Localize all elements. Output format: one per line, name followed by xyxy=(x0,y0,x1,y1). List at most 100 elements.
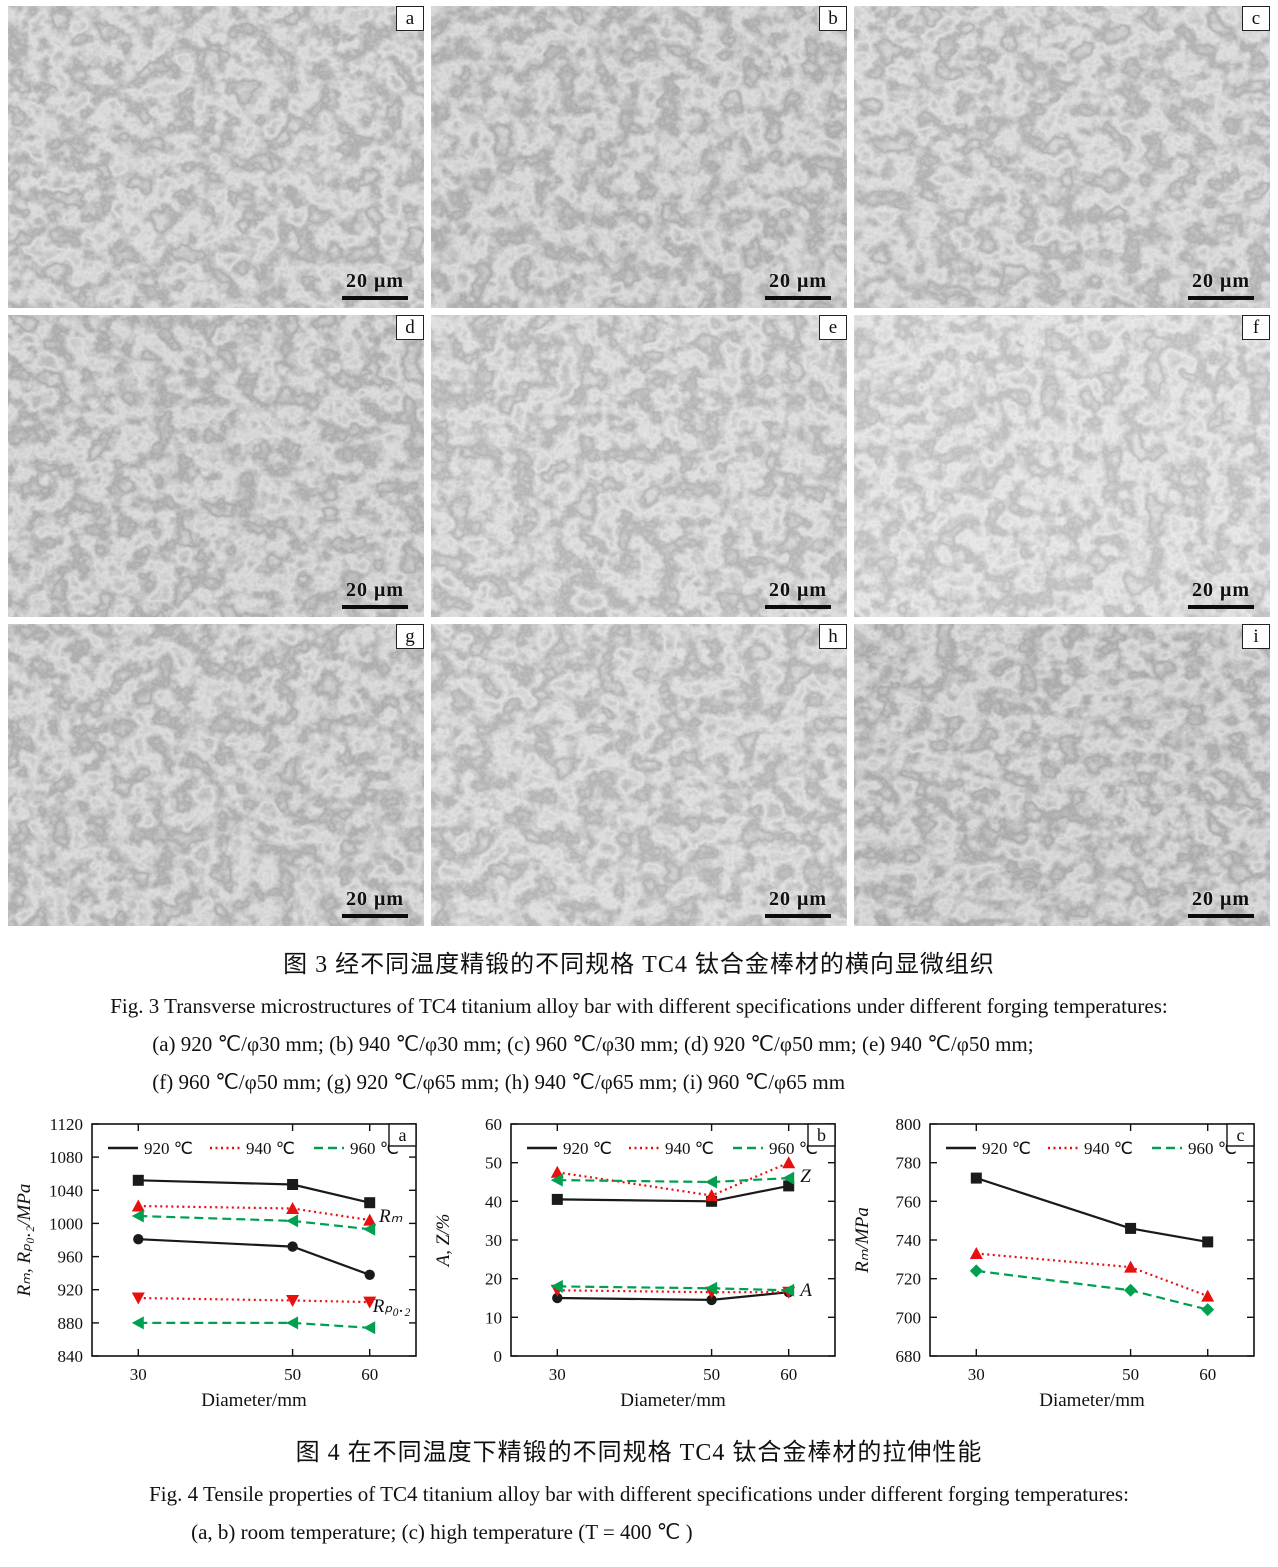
micrograph-panel-g: g 20 μm xyxy=(8,624,424,926)
x-axis-label: Diameter/mm xyxy=(201,1390,307,1411)
legend-label: 920 ℃ xyxy=(982,1139,1031,1158)
scale-bar: 20 μm xyxy=(342,888,408,918)
micrograph-texture xyxy=(8,315,424,617)
y-tick-label: 680 xyxy=(896,1347,922,1366)
figure4-charts: 840 880 920 960 1000 1040 1080 1120 30 50 60 920 ℃ 9… xyxy=(0,1116,1278,1416)
micrograph-texture xyxy=(854,315,1270,617)
panel-label-d: d xyxy=(396,315,424,340)
scale-bar-text: 20 μm xyxy=(769,888,827,910)
series-line xyxy=(976,1269,1208,1311)
scale-bar-text: 20 μm xyxy=(1192,579,1250,601)
micrograph-panel-e: e 20 μm xyxy=(431,315,847,617)
y-tick-label: 960 xyxy=(58,1247,84,1266)
panel-letter: b xyxy=(817,1125,826,1145)
legend-label: 940 ℃ xyxy=(246,1139,295,1158)
scale-bar-line xyxy=(765,914,831,918)
y-axis-label: A, Z/% xyxy=(433,1213,454,1268)
series-annotation: A xyxy=(798,1280,812,1301)
series-line xyxy=(138,1321,370,1329)
panel-label-f: f xyxy=(1242,315,1270,340)
scale-bar: 20 μm xyxy=(342,270,408,300)
y-tick-label: 1000 xyxy=(49,1214,83,1233)
scale-bar-text: 20 μm xyxy=(769,270,827,292)
chart-a: 840 880 920 960 1000 1040 1080 1120 30 50 60 920 ℃ 9… xyxy=(14,1116,417,1411)
panel-label-c: c xyxy=(1242,6,1270,31)
y-tick-label: 10 xyxy=(485,1308,502,1327)
fig3-caption-en-line3: (f) 960 ℃/φ50 mm; (g) 920 ℃/φ65 mm; (h) … xyxy=(152,1070,846,1095)
scale-bar-line xyxy=(765,605,831,609)
series-annotation: Z xyxy=(800,1166,811,1187)
panel-label-b: b xyxy=(819,6,847,31)
panel-label-e: e xyxy=(819,315,847,340)
scale-bar-text: 20 μm xyxy=(346,270,404,292)
scale-bar-line xyxy=(342,914,408,918)
x-tick-label: 60 xyxy=(361,1365,378,1384)
y-tick-label: 700 xyxy=(896,1308,922,1327)
legend-label: 960 ℃ xyxy=(1188,1139,1237,1158)
legend-label: 960 ℃ xyxy=(350,1139,399,1158)
y-tick-label: 740 xyxy=(896,1231,922,1250)
fig4-caption-zh: 图 4 在不同温度下精锻的不同规格 TC4 钛合金棒材的拉伸性能 xyxy=(295,1439,983,1466)
micrograph-texture xyxy=(8,624,424,926)
y-tick-label: 780 xyxy=(896,1153,922,1172)
micrograph-texture xyxy=(431,624,847,926)
x-tick-label: 30 xyxy=(549,1365,566,1384)
plot-frame xyxy=(91,1122,417,1357)
y-tick-label: 760 xyxy=(896,1192,922,1211)
panel-letter-box xyxy=(1226,1122,1255,1147)
fig4-caption-en-line2: (a, b) room temperature; (c) high temper… xyxy=(191,1519,693,1544)
series-annotation: Rₚ₀.₂ xyxy=(372,1296,411,1317)
micrograph-texture xyxy=(431,315,847,617)
series-line xyxy=(975,1176,1208,1243)
y-axis-label: Rₘ/MPa xyxy=(852,1207,873,1274)
micrograph-panel-h: h 20 μm xyxy=(431,624,847,926)
series-line xyxy=(138,1296,370,1303)
y-axis-label: Rₘ, Rₚ₀.₂/MPa xyxy=(14,1183,35,1297)
legend-label: 940 ℃ xyxy=(1084,1139,1133,1158)
micrograph-panel-d: d 20 μm xyxy=(8,315,424,617)
panel-letter-box xyxy=(807,1122,836,1147)
y-tick-label: 50 xyxy=(485,1153,502,1172)
scale-bar: 20 μm xyxy=(765,579,831,609)
micrograph-panel-i: i 20 μm xyxy=(854,624,1270,926)
scale-bar-line xyxy=(1188,296,1254,300)
fig4-caption-en: Fig. 4 Tensile properties of TC4 titaniu… xyxy=(149,1475,1129,1551)
chart-b: 0 10 20 30 40 50 60 30 50 60 920 ℃ 940 ℃ 960 ℃b Z A Dia… xyxy=(433,1116,836,1411)
x-tick-label: 60 xyxy=(780,1365,797,1384)
micrograph-panel-b: b 20 μm xyxy=(431,6,847,308)
legend-label: 920 ℃ xyxy=(563,1139,612,1158)
legend-label: 940 ℃ xyxy=(665,1139,714,1158)
scale-bar: 20 μm xyxy=(1188,888,1254,918)
x-tick-label: 50 xyxy=(703,1365,720,1384)
micrograph-texture xyxy=(8,6,424,308)
figure4-caption: 图 4 在不同温度下精锻的不同规格 TC4 钛合金棒材的拉伸性能 Fig. 4 … xyxy=(0,1432,1278,1551)
legend-label: 960 ℃ xyxy=(769,1139,818,1158)
scale-bar-line xyxy=(1188,914,1254,918)
scale-bar: 20 μm xyxy=(1188,579,1254,609)
y-tick-label: 880 xyxy=(58,1314,84,1333)
scale-bar-line xyxy=(342,296,408,300)
scale-bar: 20 μm xyxy=(765,888,831,918)
panel-letter: a xyxy=(399,1125,407,1145)
scale-bar-text: 20 μm xyxy=(346,888,404,910)
x-axis-label: Diameter/mm xyxy=(1039,1390,1145,1411)
micrograph-panel-a: a 20 μm xyxy=(8,6,424,308)
y-tick-label: 20 xyxy=(485,1269,502,1288)
series-line xyxy=(557,1184,789,1203)
scale-bar-line xyxy=(1188,605,1254,609)
scale-bar-text: 20 μm xyxy=(769,579,827,601)
fig3-caption-en-line2: (a) 920 ℃/φ30 mm; (b) 940 ℃/φ30 mm; (c) … xyxy=(152,1032,1034,1057)
series-line xyxy=(557,1288,789,1293)
fig3-caption-zh: 图 3 经不同温度精锻的不同规格 TC4 钛合金棒材的横向显微组织 xyxy=(283,952,995,978)
y-tick-label: 0 xyxy=(494,1347,503,1366)
x-tick-label: 50 xyxy=(1122,1365,1139,1384)
fig3-caption-en: Fig. 3 Transverse microstructures of TC4… xyxy=(110,987,1168,1102)
x-tick-label: 60 xyxy=(1199,1365,1216,1384)
y-tick-label: 1040 xyxy=(49,1181,83,1200)
y-tick-label: 720 xyxy=(896,1269,922,1288)
series-line xyxy=(138,1214,370,1230)
panel-letter: c xyxy=(1237,1125,1245,1145)
x-tick-label: 50 xyxy=(284,1365,301,1384)
y-tick-label: 800 xyxy=(896,1116,922,1134)
